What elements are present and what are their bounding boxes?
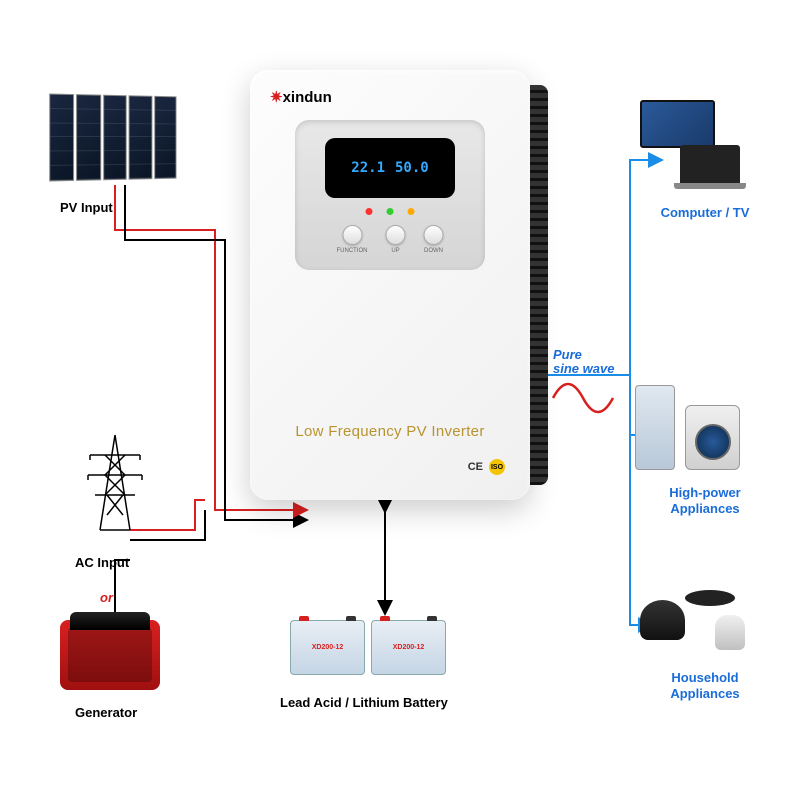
laptop-icon <box>680 145 740 183</box>
inverter-lcd: 22.150.0 <box>325 138 455 198</box>
inverter-display-panel: 22.150.0 FUNCTION UP DOWN <box>295 120 485 270</box>
solar-panels <box>49 94 176 182</box>
household-label: HouseholdAppliances <box>645 670 765 701</box>
rice-cooker-icon <box>640 600 685 640</box>
fridge-icon <box>635 385 675 470</box>
pv-input-label: PV Input <box>60 200 113 215</box>
inverter-brand: ✷xindun <box>270 88 332 106</box>
kettle-icon <box>715 615 745 650</box>
battery-label: Lead Acid / Lithium Battery <box>280 695 448 710</box>
inverter-device: ✷xindun 22.150.0 FUNCTION UP DOWN Low Fr… <box>250 70 530 500</box>
pan-icon <box>685 590 735 606</box>
status-leds <box>366 208 415 215</box>
or-label: or <box>100 590 113 605</box>
ac-input-label: AC Input <box>75 555 129 570</box>
generator-label: Generator <box>75 705 137 720</box>
control-buttons: FUNCTION UP DOWN <box>337 225 444 254</box>
high-power-label: High-powerAppliances <box>645 485 765 516</box>
certifications: CE ISO <box>468 459 505 475</box>
tv-icon <box>640 100 715 148</box>
sine-wave-label: Puresine wave <box>553 348 614 377</box>
washer-icon <box>685 405 740 470</box>
battery-bank: XD200-12 XD200-12 <box>290 620 446 675</box>
inverter-title: Low Frequency PV Inverter <box>295 423 484 440</box>
transmission-tower-icon <box>80 430 150 540</box>
computer-tv-label: Computer / TV <box>645 205 765 220</box>
generator-icon <box>60 620 160 690</box>
